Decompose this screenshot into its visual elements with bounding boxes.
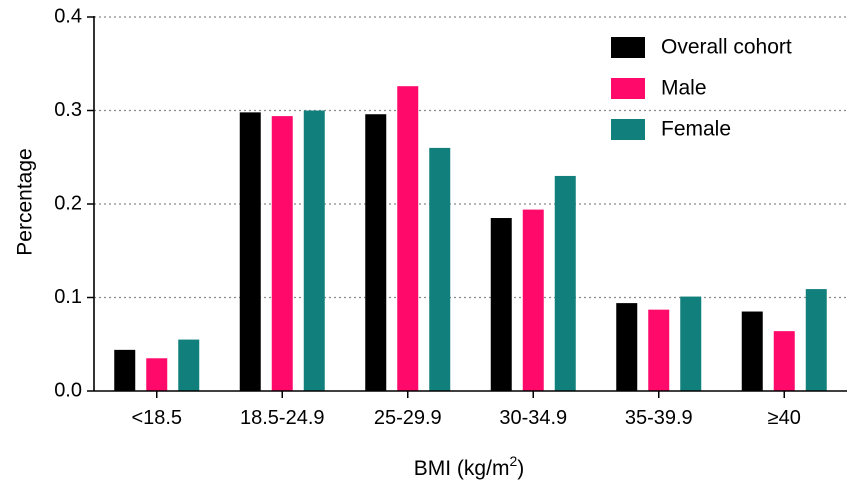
x-axis-title-main: BMI (kg/m (414, 457, 510, 480)
x-tick-label: 25-29.9 (374, 407, 442, 429)
x-tick-labels: <18.5 18.5-24.9 25-29.9 30-34.9 35-39.9 ≥40 (131, 407, 800, 429)
bar-overall-cohort (741, 311, 763, 391)
bar-female (303, 110, 325, 391)
grid-lines (94, 16, 847, 299)
legend-swatch (611, 119, 645, 140)
x-axis-title-close: ) (517, 457, 524, 480)
bar-male (773, 331, 795, 391)
axes (87, 16, 847, 398)
legend-swatch (611, 78, 645, 99)
x-tick-label: <18.5 (131, 407, 182, 429)
legend-label: Female (661, 118, 731, 141)
y-tick-label: 0.0 (54, 379, 82, 401)
legend: Overall cohort Male Female (611, 36, 792, 141)
y-tick-label: 0.3 (54, 99, 82, 121)
x-tick-label: 30-34.9 (499, 407, 567, 429)
bar-female (429, 147, 451, 391)
bar-overall-cohort (616, 303, 638, 391)
legend-swatch (611, 37, 645, 58)
bars-group (114, 86, 827, 392)
x-tick-label: 18.5-24.9 (240, 407, 325, 429)
y-tick-label: 0.1 (54, 286, 82, 308)
y-tick-label: 0.2 (54, 192, 82, 214)
legend-label: Male (661, 77, 707, 100)
bar-male (522, 209, 544, 391)
bar-male (146, 358, 168, 391)
bar-female (805, 289, 827, 391)
x-tick-label: ≥40 (768, 407, 801, 429)
x-tick-label: 35-39.9 (625, 407, 693, 429)
legend-label: Overall cohort (661, 36, 792, 59)
bar-overall-cohort (490, 218, 512, 391)
bar-female (554, 175, 576, 391)
x-axis-title: BMI (kg/m2) (414, 453, 524, 480)
bar-male (648, 309, 670, 391)
bar-overall-cohort (239, 112, 261, 392)
bar-female (178, 339, 200, 391)
bar-overall-cohort (114, 349, 136, 391)
bar-female (680, 296, 702, 391)
bar-male (397, 86, 419, 391)
y-tick-labels: 0.0 0.1 0.2 0.3 0.4 (54, 5, 82, 401)
y-tick-label: 0.4 (54, 5, 82, 27)
x-axis-title-superscript: 2 (509, 453, 517, 469)
y-axis-title: Percentage (14, 148, 37, 255)
bar-overall-cohort (365, 114, 387, 392)
bar-male (271, 116, 293, 392)
